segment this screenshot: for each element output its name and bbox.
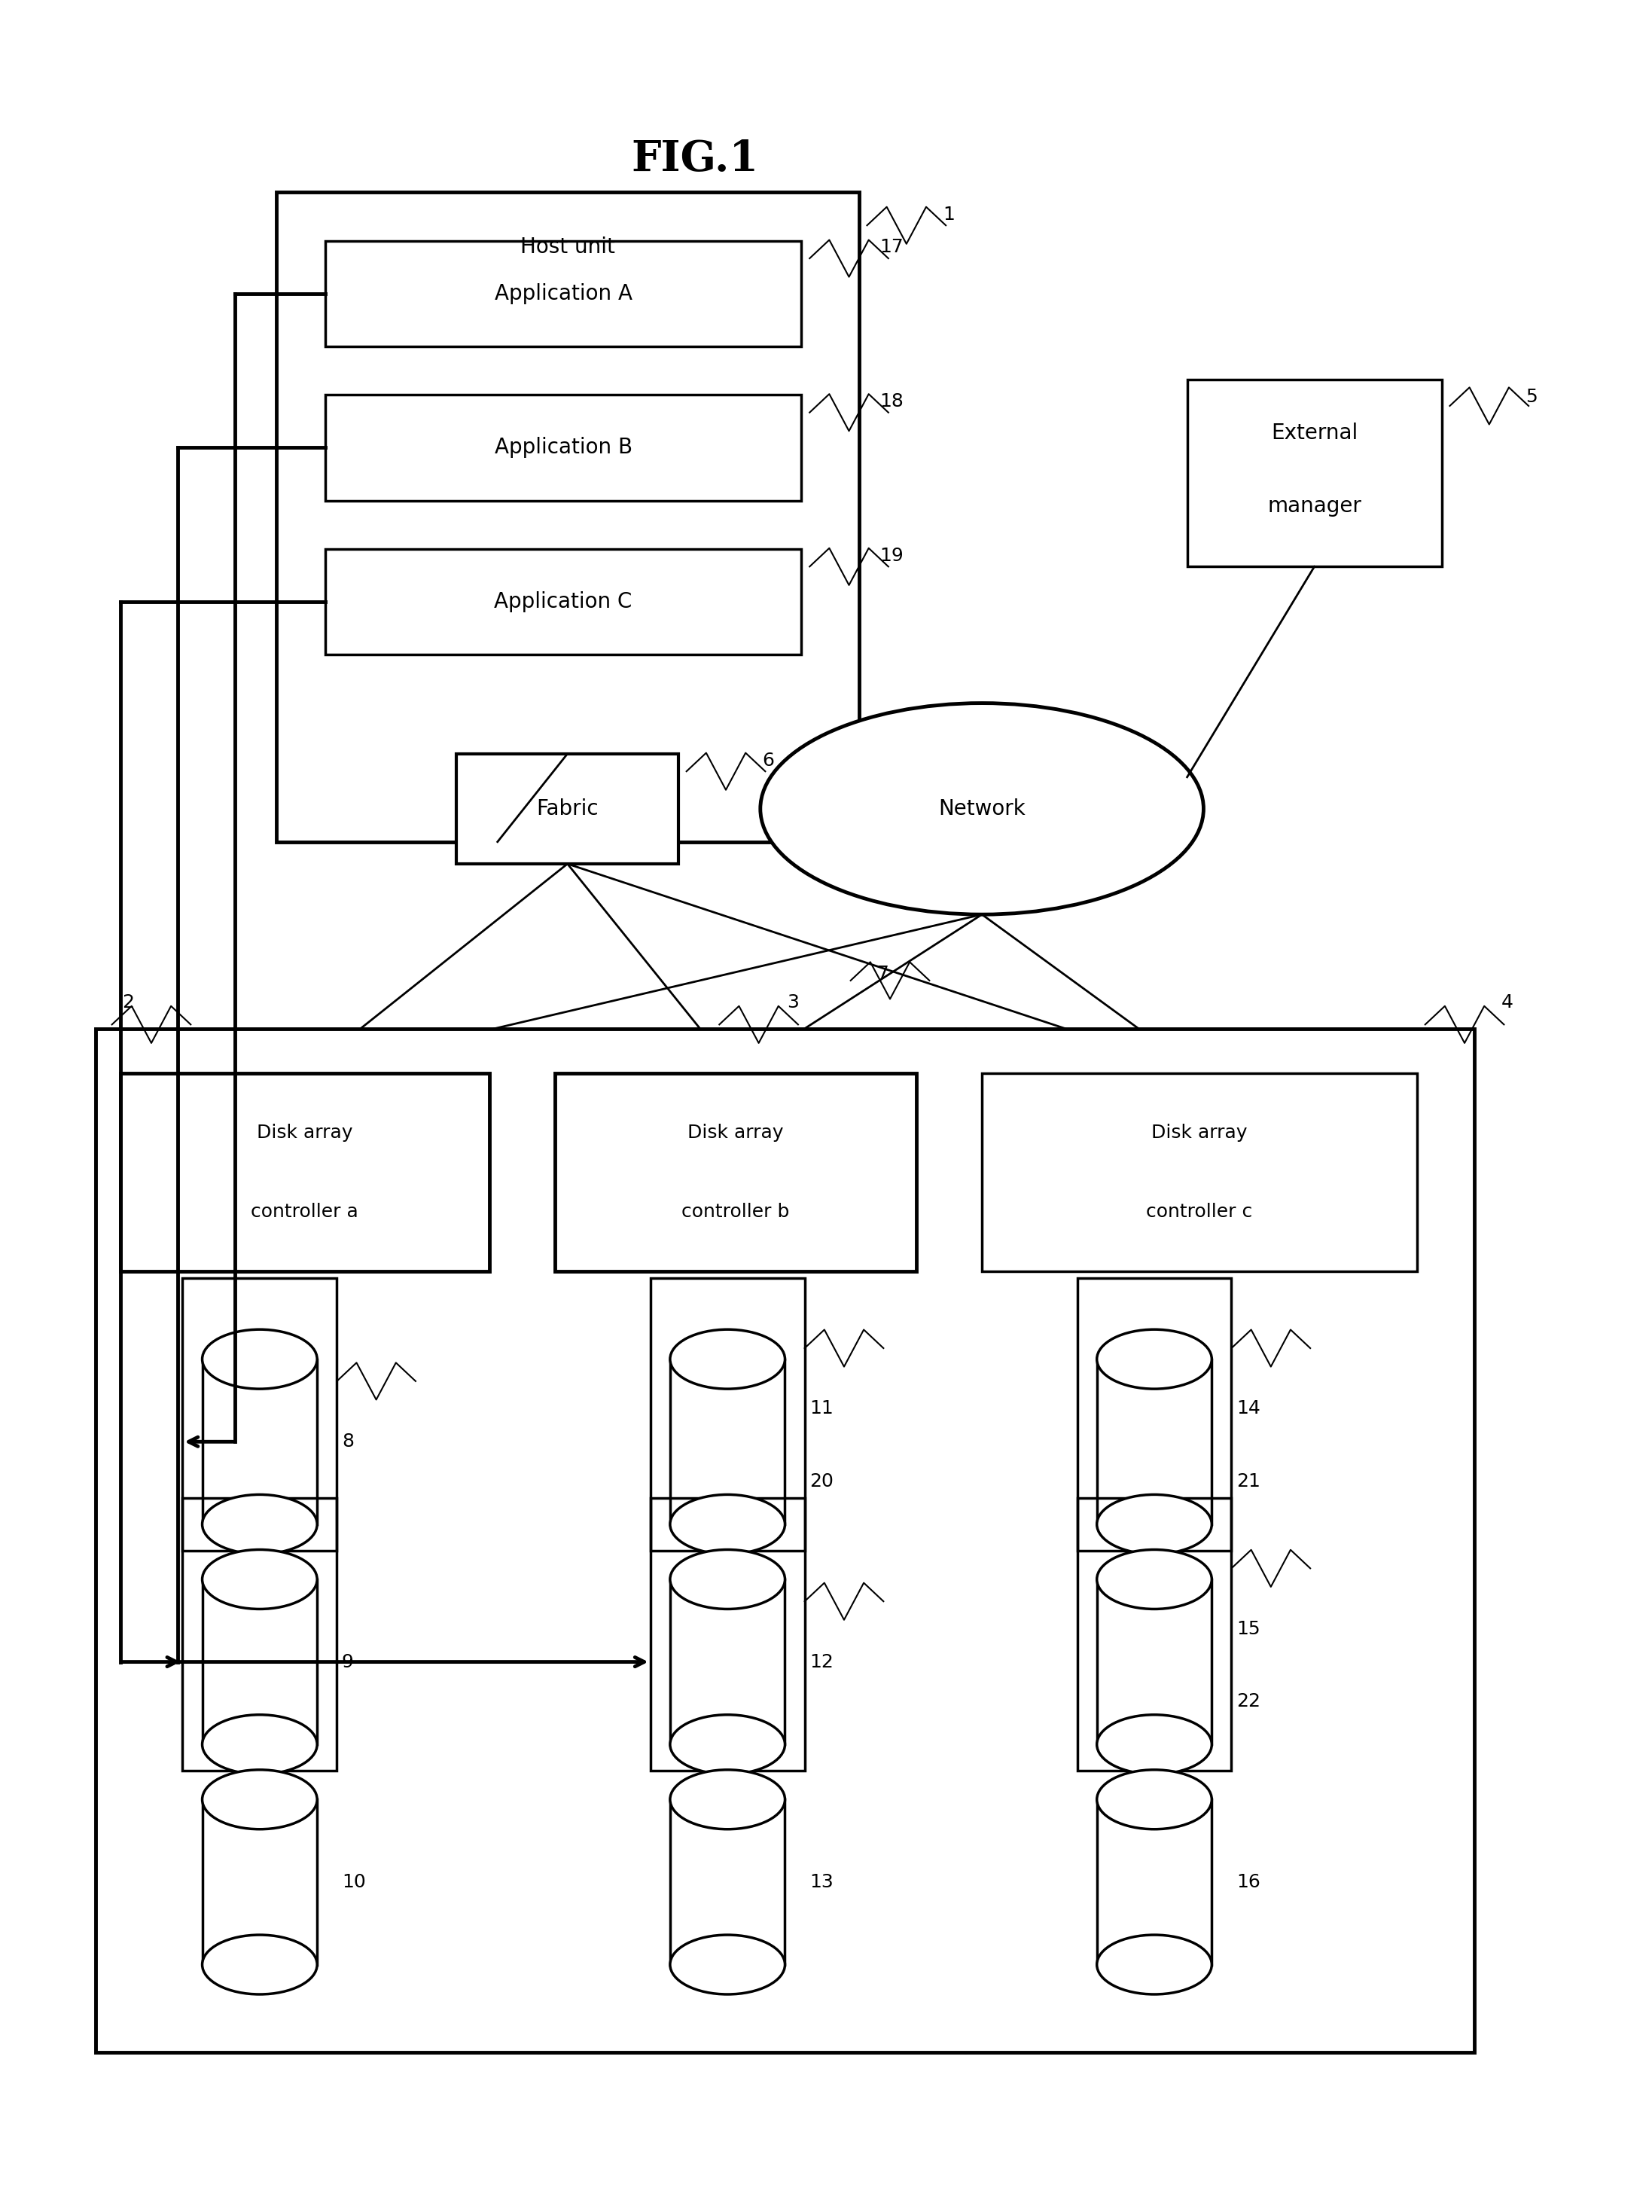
- Text: 19: 19: [881, 546, 904, 564]
- Text: Network: Network: [938, 799, 1026, 818]
- Ellipse shape: [1097, 1770, 1213, 1829]
- Ellipse shape: [1097, 1329, 1213, 1389]
- Ellipse shape: [202, 1551, 317, 1608]
- Text: 15: 15: [1236, 1619, 1260, 1637]
- Ellipse shape: [202, 1936, 317, 1995]
- FancyBboxPatch shape: [276, 192, 859, 843]
- Ellipse shape: [760, 703, 1204, 914]
- FancyBboxPatch shape: [981, 1073, 1417, 1272]
- Text: 4: 4: [1502, 993, 1513, 1011]
- Text: 2: 2: [122, 993, 134, 1011]
- Ellipse shape: [1097, 1936, 1213, 1995]
- Ellipse shape: [202, 1770, 317, 1829]
- FancyBboxPatch shape: [325, 396, 801, 500]
- Text: manager: manager: [1267, 495, 1361, 518]
- Ellipse shape: [1097, 1551, 1213, 1608]
- Ellipse shape: [202, 1714, 317, 1774]
- Text: 7: 7: [877, 964, 889, 982]
- Text: controller a: controller a: [251, 1203, 358, 1221]
- Text: 13: 13: [809, 1874, 834, 1891]
- Text: Host unit: Host unit: [520, 237, 615, 259]
- Text: Disk array: Disk array: [687, 1124, 783, 1141]
- FancyBboxPatch shape: [325, 241, 801, 347]
- Ellipse shape: [671, 1714, 785, 1774]
- Text: 10: 10: [342, 1874, 365, 1891]
- Text: Disk array: Disk array: [1151, 1124, 1247, 1141]
- Ellipse shape: [202, 1495, 317, 1555]
- Text: 20: 20: [809, 1473, 834, 1491]
- Text: controller b: controller b: [682, 1203, 790, 1221]
- Text: 14: 14: [1236, 1400, 1260, 1418]
- Text: Disk array: Disk array: [256, 1124, 354, 1141]
- Text: FIG.1: FIG.1: [631, 139, 758, 179]
- Ellipse shape: [671, 1495, 785, 1555]
- Text: Application A: Application A: [494, 283, 633, 305]
- Text: 1: 1: [943, 206, 955, 223]
- Ellipse shape: [1097, 1714, 1213, 1774]
- Text: 16: 16: [1236, 1874, 1260, 1891]
- Text: controller c: controller c: [1146, 1203, 1252, 1221]
- Text: Application B: Application B: [494, 438, 633, 458]
- FancyBboxPatch shape: [1188, 380, 1442, 566]
- FancyBboxPatch shape: [456, 754, 679, 865]
- Text: Application C: Application C: [494, 591, 633, 613]
- FancyBboxPatch shape: [121, 1073, 489, 1272]
- Text: 18: 18: [879, 392, 904, 411]
- FancyBboxPatch shape: [325, 549, 801, 655]
- FancyBboxPatch shape: [96, 1029, 1474, 2053]
- Text: 22: 22: [1236, 1692, 1260, 1710]
- Text: 17: 17: [881, 239, 904, 257]
- Ellipse shape: [671, 1329, 785, 1389]
- Text: 5: 5: [1526, 387, 1538, 407]
- Text: Fabric: Fabric: [537, 799, 598, 818]
- Ellipse shape: [202, 1329, 317, 1389]
- Text: 9: 9: [342, 1652, 354, 1670]
- Ellipse shape: [671, 1936, 785, 1995]
- Text: 6: 6: [763, 752, 775, 770]
- Text: 8: 8: [342, 1433, 354, 1451]
- Text: 11: 11: [809, 1400, 834, 1418]
- Text: 12: 12: [809, 1652, 834, 1670]
- Ellipse shape: [671, 1551, 785, 1608]
- Text: External: External: [1270, 422, 1358, 445]
- FancyBboxPatch shape: [555, 1073, 917, 1272]
- Text: 21: 21: [1236, 1473, 1260, 1491]
- Ellipse shape: [1097, 1495, 1213, 1555]
- Ellipse shape: [671, 1770, 785, 1829]
- Text: 3: 3: [788, 993, 800, 1011]
